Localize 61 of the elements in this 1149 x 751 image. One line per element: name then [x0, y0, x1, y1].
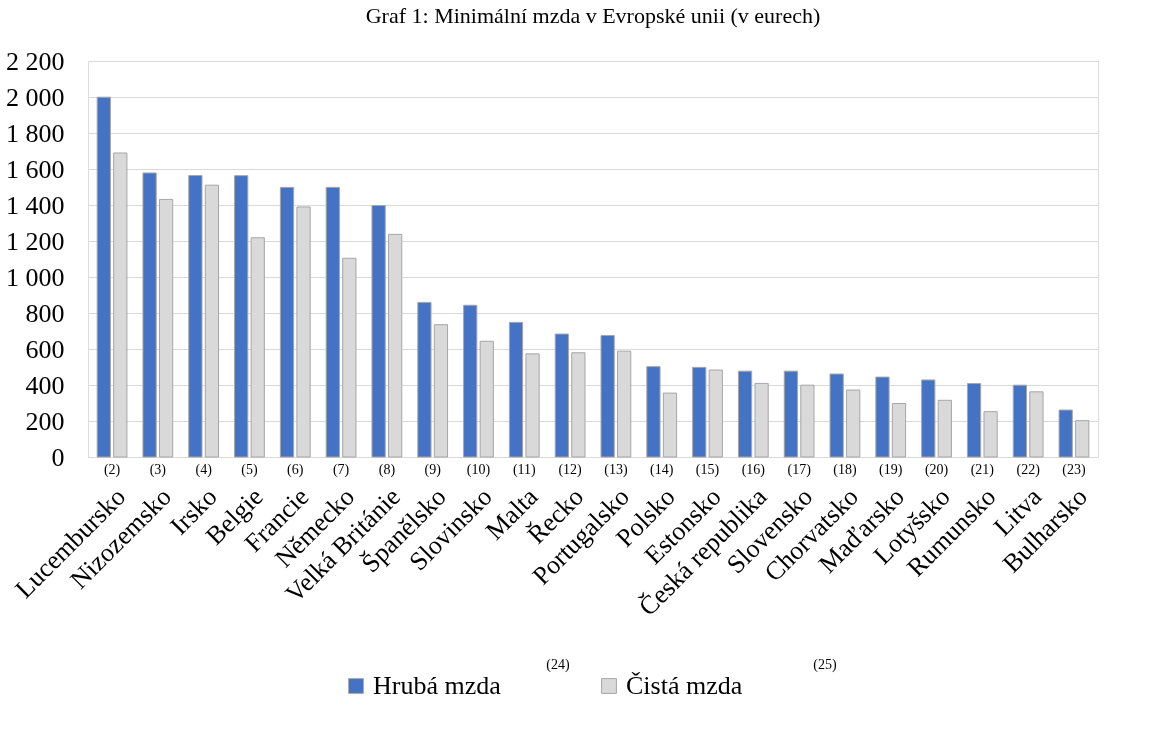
y-tick-label: 1 800	[6, 118, 65, 148]
y-tick-label: 2 200	[6, 46, 65, 76]
text: (14)	[650, 462, 674, 478]
legend-label: Hrubá mzda	[373, 671, 502, 700]
text: (2)	[103, 462, 121, 478]
text: (13)	[604, 462, 628, 478]
y-tick-label: 0	[51, 442, 65, 472]
y-tick-label: 1 400	[6, 190, 65, 220]
bar	[737, 370, 753, 458]
bar	[783, 370, 798, 458]
bar	[96, 96, 111, 458]
text: (20)	[924, 462, 949, 478]
bar	[554, 333, 569, 458]
bar	[966, 383, 982, 458]
text: (12)	[558, 462, 583, 478]
bar	[921, 379, 936, 458]
bar	[875, 376, 890, 458]
bar	[371, 205, 386, 458]
bar	[1012, 384, 1027, 458]
bar	[234, 175, 249, 458]
text: (15)	[695, 462, 720, 478]
text: (19)	[879, 462, 903, 478]
bar	[279, 186, 295, 458]
text: (3)	[149, 462, 167, 478]
legend-label: Čistá mzda	[626, 671, 743, 700]
text: (5)	[241, 462, 258, 478]
bar	[188, 174, 203, 458]
bar	[600, 335, 615, 458]
y-tick-label: 200	[25, 406, 65, 436]
text: (25)	[813, 657, 837, 673]
y-tick-label: 800	[25, 298, 65, 328]
y-tick-label: 400	[25, 370, 65, 400]
text: (4)	[195, 462, 213, 478]
text: (21)	[970, 462, 995, 478]
text: (11)	[512, 462, 537, 478]
text: (24)	[546, 657, 570, 673]
bar	[646, 366, 661, 458]
text: (8)	[378, 462, 396, 478]
text: (6)	[287, 462, 304, 478]
bar	[508, 321, 524, 458]
text: (18)	[833, 462, 857, 478]
y-tick-label: 1 600	[6, 154, 65, 184]
text: (7)	[332, 462, 350, 478]
text: (22)	[1016, 462, 1041, 478]
bar	[142, 172, 157, 458]
text: (23)	[1062, 462, 1086, 478]
text: (9)	[424, 462, 442, 478]
bar	[325, 186, 340, 458]
text: (10)	[466, 462, 491, 478]
y-tick-label: 1 000	[6, 262, 65, 292]
y-tick-label: 2 000	[6, 82, 65, 112]
y-tick-label: 600	[25, 334, 65, 364]
text: (16)	[741, 462, 766, 478]
bar	[417, 301, 432, 458]
text: (17)	[787, 462, 812, 478]
bar	[692, 366, 707, 458]
chart-title: Graf 1: Minimální mzda v Evropské unii (v eurech)	[365, 3, 821, 28]
y-tick-label: 1 200	[6, 226, 65, 256]
bar	[829, 373, 844, 458]
bar	[463, 304, 478, 458]
bar	[1058, 409, 1073, 458]
